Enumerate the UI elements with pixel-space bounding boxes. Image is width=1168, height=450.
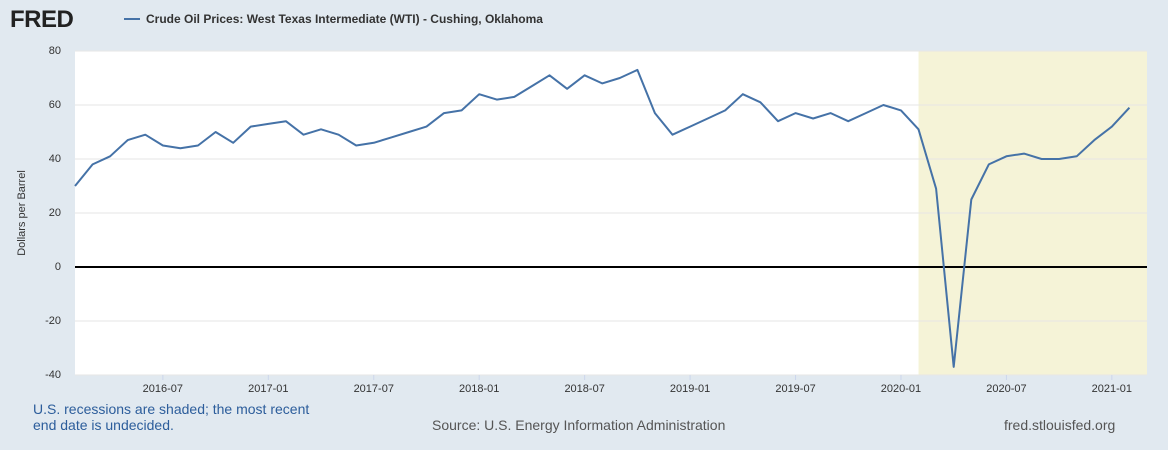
y-tick-label: 80	[49, 45, 61, 57]
recession-note: U.S. recessions are shaded; the most rec…	[33, 401, 310, 433]
y-axis-label: Dollars per Barrel	[16, 170, 28, 256]
series-line	[74, 68, 1131, 368]
x-tick-label: 2016-07	[143, 383, 183, 395]
site-link[interactable]: fred.stlouisfed.org	[1004, 417, 1116, 433]
legend-swatch	[124, 18, 140, 20]
x-tick-label: 2020-01	[881, 383, 921, 395]
x-tick-label: 2019-07	[775, 383, 815, 395]
y-tick-label: 40	[49, 153, 61, 165]
x-tick-label: 2020-07	[986, 383, 1026, 395]
y-tick-label: 20	[49, 207, 61, 219]
y-tick-label: 60	[49, 99, 61, 111]
legend-label: Crude Oil Prices: West Texas Intermediat…	[146, 12, 543, 26]
x-tick-label: 2019-01	[670, 383, 710, 395]
x-tick-label: 2017-07	[354, 383, 394, 395]
x-tick-label: 2021-01	[1092, 383, 1132, 395]
y-tick-label: -40	[45, 369, 61, 381]
y-tick-label: 0	[55, 261, 61, 273]
y-tick-label: -20	[45, 315, 61, 327]
x-tick-label: 2018-01	[459, 383, 499, 395]
x-tick-label: 2018-07	[564, 383, 604, 395]
legend: Crude Oil Prices: West Texas Intermediat…	[124, 12, 543, 26]
brand-logo[interactable]: FRED	[10, 6, 74, 33]
x-tick-label: 2017-01	[248, 383, 288, 395]
source: Source: U.S. Energy Information Administ…	[432, 417, 726, 433]
